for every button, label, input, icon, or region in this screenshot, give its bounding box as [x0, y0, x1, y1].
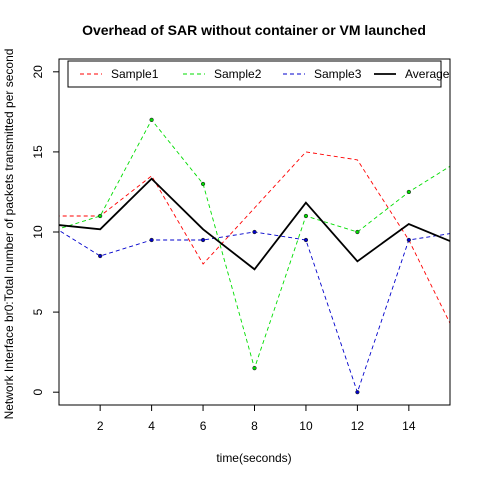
- data-point-sample2: [406, 189, 411, 195]
- data-point-sample2: [303, 213, 309, 219]
- y-tick-label: 15: [31, 145, 45, 159]
- data-point-sample3: [458, 230, 462, 234]
- series-line-sample1: [59, 151, 450, 325]
- x-axis-label: time(seconds): [216, 451, 291, 465]
- data-point-sample2: [98, 213, 103, 219]
- x-tick-label: 12: [351, 419, 365, 433]
- y-tick-label: 5: [31, 308, 45, 315]
- data-point-sample3: [47, 222, 51, 226]
- plot-frame: [58, 58, 451, 406]
- data-point-sample3: [303, 237, 309, 243]
- data-point-sample2: [47, 230, 51, 234]
- data-point-sample3: [252, 229, 257, 235]
- data-point-sample3: [406, 237, 411, 243]
- chart-title: Overhead of SAR without container or VM …: [82, 22, 426, 38]
- legend-label-sample2: Sample2: [214, 67, 262, 81]
- x-tick-label: 2: [97, 419, 104, 433]
- data-point-sample2: [252, 366, 257, 371]
- x-tick-label: 4: [148, 419, 155, 433]
- legend-label-average: Average: [405, 67, 450, 81]
- y-tick-label: 20: [31, 65, 45, 79]
- data-point-sample2: [458, 158, 462, 162]
- x-tick-label: 10: [299, 419, 313, 433]
- y-tick-label: 0: [31, 389, 45, 396]
- data-point-sample3: [98, 253, 103, 259]
- x-tick-label: 8: [251, 419, 258, 433]
- legend-label-sample1: Sample1: [111, 67, 159, 81]
- data-point-sample2: [149, 117, 154, 122]
- data-point-sample2: [200, 181, 206, 187]
- data-point-sample3: [355, 390, 360, 395]
- y-axis-label: Network Interface br0:Total number of pa…: [2, 49, 16, 420]
- data-point-sample2: [355, 229, 360, 235]
- x-tick-label: 6: [200, 419, 207, 433]
- series-line-sample2: [59, 119, 450, 370]
- series-line-average: [59, 177, 450, 271]
- y-tick-label: 10: [31, 225, 45, 239]
- x-tick-label: 14: [402, 419, 416, 433]
- plot-area: 2 4 6 8 10 12 14 0 5 10 15 20 Sample1 Sample2 Sample3 A…: [31, 58, 462, 433]
- data-point-sample3: [200, 237, 206, 243]
- legend-label-sample3: Sample3: [314, 67, 362, 81]
- data-point-sample3: [149, 237, 154, 243]
